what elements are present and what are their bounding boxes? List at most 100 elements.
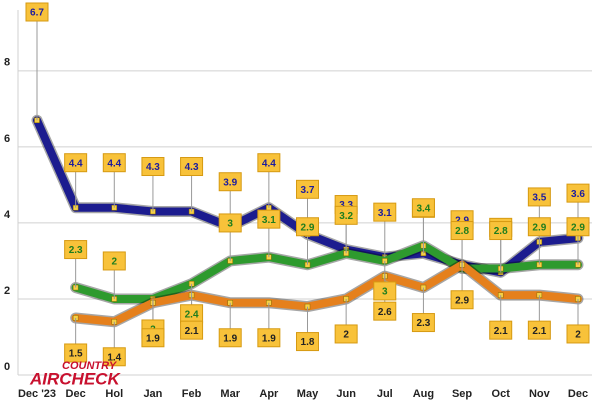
value-label: 1.8 [301,337,315,348]
label-box [64,240,88,260]
label-box [180,157,204,177]
value-label: 2 [343,330,349,341]
y-tick-label: 0 [4,361,10,373]
label-box [566,217,590,237]
label-box [527,320,551,340]
label-box [218,213,242,233]
label-box [257,328,281,348]
label-box [102,153,126,173]
label-box [64,153,88,173]
value-label: 2.6 [378,307,392,318]
value-label: 3.2 [339,211,353,222]
value-label: 3.1 [378,208,392,219]
value-label: 1.9 [146,333,160,344]
value-label: 4.4 [262,158,276,169]
label-box [373,301,397,321]
label-box [373,281,397,301]
label-box [64,343,88,363]
label-box [25,2,49,22]
x-tick-label: Nov [529,388,551,400]
value-label: 2.8 [494,226,508,237]
value-label: 3.7 [301,185,315,196]
value-label: 3.4 [416,203,430,214]
y-tick-label: 2 [4,285,10,297]
value-label: 3.1 [262,215,276,226]
x-tick-label: Mar [220,388,240,400]
value-label: 4.3 [185,162,199,173]
value-label: 4.4 [107,158,121,169]
label-box [141,157,165,177]
label-box [102,347,126,367]
x-tick-label: Oct [492,388,511,400]
value-label: 1.9 [223,333,237,344]
value-label: 2.1 [494,326,508,337]
line [71,260,582,326]
x-tick-label: Apr [259,388,279,400]
label-box [296,179,319,199]
x-tick-label: Sep [452,388,472,400]
x-tick-label: Feb [182,388,202,400]
label-box [218,328,242,348]
value-label: 3 [227,219,233,230]
label-box [334,324,358,344]
x-tick-label: Jan [143,388,162,400]
y-tick-label: 6 [4,133,10,145]
label-box [180,320,204,340]
value-label: 3.9 [223,177,237,188]
label-box [257,153,281,173]
value-label: 2.8 [455,226,469,237]
y-tick-label: 8 [4,57,10,69]
label-box [411,198,435,218]
label-box [334,205,358,225]
x-tick-label: Jul [377,388,393,400]
label-box [296,332,319,352]
label-box [141,328,165,348]
x-tick-label: Jun [336,388,356,400]
label-box [296,217,319,237]
label-box [450,290,474,310]
label-box [489,320,513,340]
value-label: 2.4 [185,309,199,320]
label-box [566,324,590,344]
label-box [373,202,397,222]
value-label: 2.9 [301,222,315,233]
value-label: 3.3 [339,200,353,211]
line [71,241,582,303]
logo-main: AIRCHECK [29,369,121,388]
label-box [489,221,513,241]
logo-top: COUNTRY [62,360,118,372]
label-box [450,221,474,241]
logo: COUNTRY AIRCHECK [29,360,121,389]
value-label: 3 [382,287,388,298]
label-box [102,251,126,271]
value-label: 3.6 [571,189,585,200]
value-label: 1.4 [107,352,121,363]
value-label: 2.9 [455,295,469,306]
label-box [527,217,551,237]
value-label: 2 [575,330,581,341]
value-label: 3.5 [532,193,546,204]
label-box [257,209,281,229]
value-label: 1.5 [69,349,83,360]
value-label: 2 [112,257,118,268]
x-tick-label: Hol [105,388,123,400]
label-box [527,187,551,207]
x-tick-label: May [297,388,319,400]
value-label: 2.1 [185,326,199,337]
value-label: 2.1 [532,326,546,337]
x-tick-label: Dec [568,388,588,400]
x-tick-label: Dec [66,388,86,400]
value-label: 1.9 [262,333,276,344]
x-tick-label: Dec '23 [18,388,56,400]
value-label: 2.9 [571,222,585,233]
label-box [218,172,242,192]
value-label: 2.9 [455,215,469,226]
value-label: 6.7 [30,8,44,19]
label-box [411,313,435,333]
x-tick-label: Aug [413,388,434,400]
value-label: 2.3 [69,245,83,256]
y-tick-label: 4 [4,209,11,221]
value-label: 4.4 [69,158,83,169]
label-box [566,183,590,203]
